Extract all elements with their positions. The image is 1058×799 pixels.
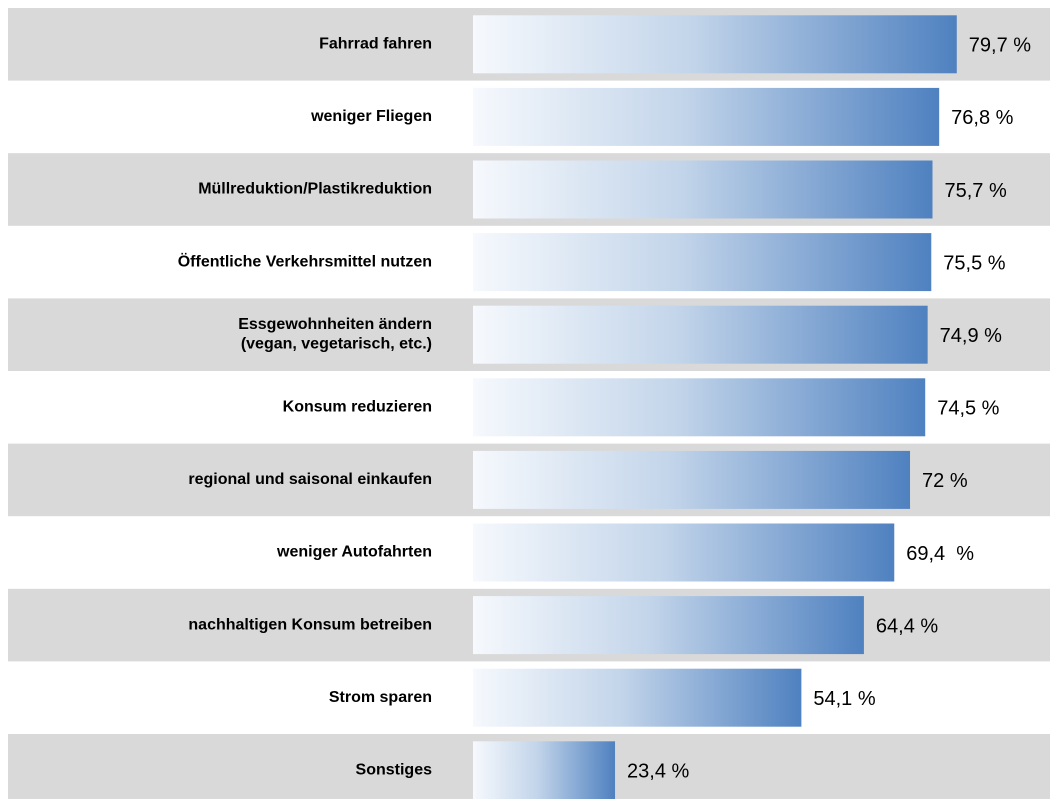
value-label: 64,4 % bbox=[876, 615, 938, 637]
value-label: 69,4 % bbox=[906, 543, 974, 565]
bar bbox=[473, 741, 616, 799]
bar bbox=[473, 233, 932, 292]
bar bbox=[473, 523, 895, 582]
bar bbox=[473, 596, 864, 655]
category-label: Strom sparen bbox=[329, 689, 432, 706]
value-label: 76,8 % bbox=[951, 107, 1013, 129]
category-label: Öffentliche Verkehrsmittel nutzen bbox=[178, 251, 432, 270]
value-label: 54,1 % bbox=[813, 688, 875, 710]
value-label: 72 % bbox=[922, 470, 968, 492]
category-label: Sonstiges bbox=[356, 762, 433, 779]
bar bbox=[473, 450, 911, 509]
value-label: 75,7 % bbox=[944, 180, 1006, 202]
category-label: weniger Fliegen bbox=[310, 108, 432, 125]
value-label: 74,9 % bbox=[940, 325, 1002, 347]
value-label: 23,4 % bbox=[627, 761, 689, 783]
category-label: regional und saisonal einkaufen bbox=[188, 471, 432, 488]
bar bbox=[473, 15, 957, 74]
category-label: Konsum reduzieren bbox=[283, 399, 432, 416]
category-label: Müllreduktion/Plastikreduktion bbox=[198, 181, 432, 198]
bar bbox=[473, 87, 940, 146]
bar bbox=[473, 668, 802, 727]
bar bbox=[473, 160, 933, 219]
bar bbox=[473, 378, 926, 437]
category-label: Essgewohnheiten ändern (vegan, vegetarisc… bbox=[238, 316, 432, 352]
value-label: 75,5 % bbox=[943, 252, 1005, 274]
category-label: Fahrrad fahren bbox=[319, 36, 432, 53]
value-label: 79,7 % bbox=[969, 35, 1031, 57]
value-label: 74,5 % bbox=[937, 398, 999, 420]
bar bbox=[473, 305, 928, 364]
category-label: nachhaltigen Konsum betreiben bbox=[188, 616, 432, 633]
category-label: weniger Autofahrten bbox=[276, 544, 432, 561]
